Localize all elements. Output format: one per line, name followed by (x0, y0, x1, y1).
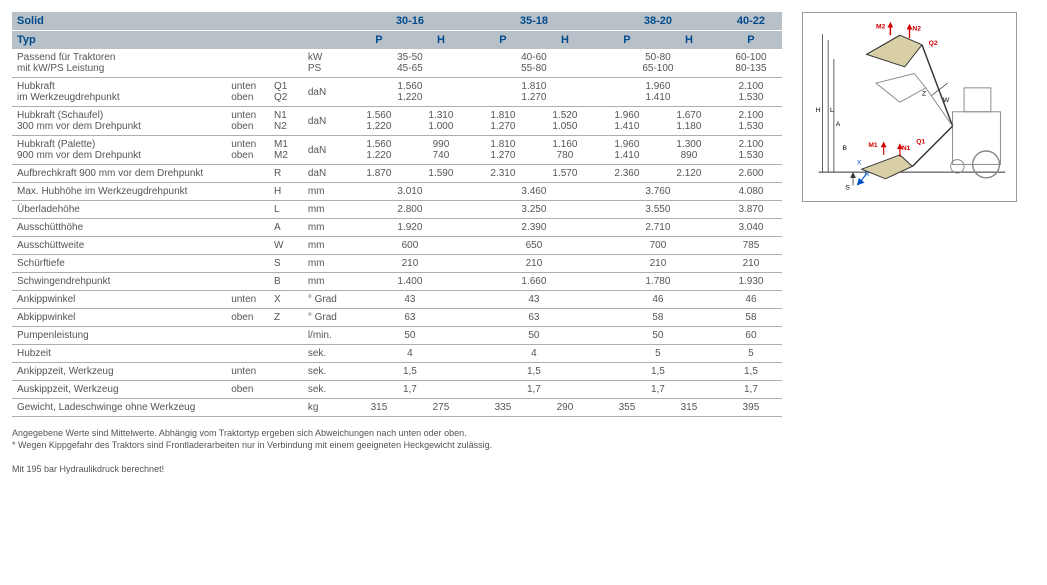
model-2: 38-20 (596, 12, 720, 31)
lbl-M2: M2 (876, 24, 886, 31)
model-3: 40-22 (720, 12, 782, 31)
table-row: Hubzeitsek.4455 (12, 345, 782, 363)
table-row: Passend für Traktorenmit kW/PS Leistungk… (12, 49, 782, 78)
lbl-Q1: Q1 (916, 138, 925, 145)
table-row: AusschütthöheAmm1.9202.3902.7103.040 (12, 219, 782, 237)
header-solid: Solid (12, 12, 348, 31)
table-row: AbkippwinkelobenZ° Grad63635858 (12, 309, 782, 327)
lbl-Q2: Q2 (929, 40, 938, 47)
ph-p-2: P (596, 31, 658, 50)
table-row: AusschüttweiteWmm600650700785 (12, 237, 782, 255)
spec-table-body: Passend für Traktorenmit kW/PS Leistungk… (12, 49, 782, 417)
table-row: Gewicht, Ladeschwinge ohne Werkzeugkg315… (12, 399, 782, 417)
table-row: SchürftiefeSmm210210210210 (12, 255, 782, 273)
lbl-Z: Z (922, 91, 926, 98)
spec-table: Solid 30-16 35-18 38-20 40-22 Typ P H P … (12, 12, 782, 417)
table-row: ÜberladehöheLmm2.8003.2503.5503.870 (12, 201, 782, 219)
spec-table-container: Solid 30-16 35-18 38-20 40-22 Typ P H P … (12, 12, 782, 475)
model-1: 35-18 (472, 12, 596, 31)
lbl-X: X (857, 159, 862, 166)
table-row: Auskippzeit, Werkzeugobensek.1,71,71,71,… (12, 381, 782, 399)
table-row: SchwingendrehpunktBmm1.4001.6601.7801.93… (12, 273, 782, 291)
lbl-M1: M1 (868, 142, 878, 149)
lbl-L: L (830, 107, 834, 114)
table-row: Max. Hubhöhe im WerkzeugdrehpunktHmm3.01… (12, 183, 782, 201)
table-row: Hubkraft (Palette)900 mm vor dem Drehpun… (12, 136, 782, 165)
table-row: AnkippwinkeluntenX° Grad43434646 (12, 291, 782, 309)
footnote-1: Angegebene Werte sind Mittelwerte. Abhän… (12, 427, 782, 439)
header-row-models: Solid 30-16 35-18 38-20 40-22 (12, 12, 782, 31)
header-typ: Typ (12, 31, 348, 50)
table-row: Ankippzeit, Werkzeuguntensek.1,51,51,51,… (12, 363, 782, 381)
footnote-2: * Wegen Kippgefahr des Traktors sind Fro… (12, 439, 782, 451)
ph-h-0: H (410, 31, 472, 50)
table-row: Aufbrechkraft 900 mm vor dem DrehpunktRd… (12, 165, 782, 183)
footnotes: Angegebene Werte sind Mittelwerte. Abhän… (12, 427, 782, 475)
lbl-N2: N2 (912, 25, 921, 32)
ph-p-3: P (720, 31, 782, 50)
lbl-S: S (845, 184, 850, 191)
footnote-3: Mit 195 bar Hydraulikdruck berechnet! (12, 463, 782, 475)
ph-h-1: H (534, 31, 596, 50)
lbl-N1: N1 (902, 145, 911, 152)
ph-p-0: P (348, 31, 410, 50)
lbl-R: R (865, 171, 870, 178)
header-row-ph: Typ P H P H P H P (12, 31, 782, 50)
lbl-A: A (836, 121, 841, 128)
ph-h-2: H (658, 31, 720, 50)
table-row: Pumpenleistungl/min.50505060 (12, 327, 782, 345)
lbl-H: H (816, 107, 821, 114)
model-0: 30-16 (348, 12, 472, 31)
ph-p-1: P (472, 31, 534, 50)
table-row: Hubkraft (Schaufel)300 mm vor dem Drehpu… (12, 107, 782, 136)
diagram: H L A M2 N2 Q2 Z W B (802, 12, 1017, 202)
lbl-B: B (843, 145, 848, 152)
table-row: Hubkraftim WerkzeugdrehpunktuntenobenQ1Q… (12, 78, 782, 107)
